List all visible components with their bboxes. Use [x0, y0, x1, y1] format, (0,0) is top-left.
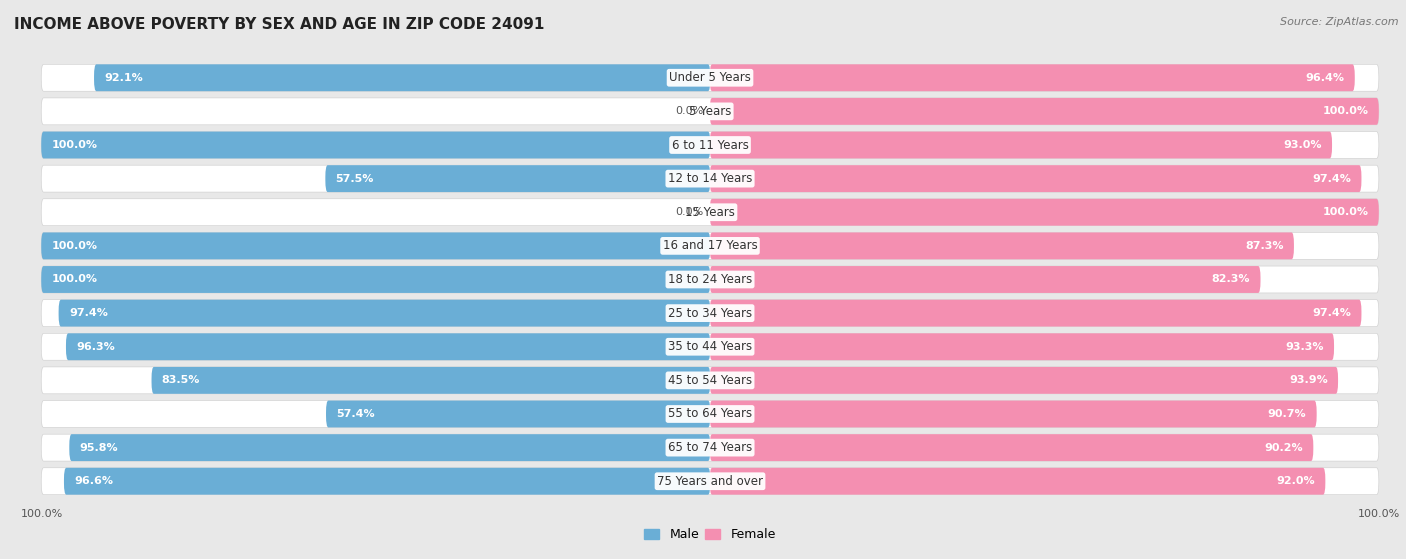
FancyBboxPatch shape — [69, 434, 710, 461]
FancyBboxPatch shape — [710, 131, 1331, 158]
Legend: Male, Female: Male, Female — [640, 523, 780, 546]
FancyBboxPatch shape — [63, 468, 710, 495]
Text: Under 5 Years: Under 5 Years — [669, 71, 751, 84]
FancyBboxPatch shape — [710, 401, 1316, 428]
Text: 15 Years: 15 Years — [685, 206, 735, 219]
FancyBboxPatch shape — [41, 233, 1379, 259]
FancyBboxPatch shape — [41, 434, 1379, 461]
Text: 93.9%: 93.9% — [1289, 376, 1327, 385]
Text: 75 Years and over: 75 Years and over — [657, 475, 763, 488]
FancyBboxPatch shape — [41, 233, 710, 259]
Text: 96.3%: 96.3% — [76, 342, 115, 352]
Text: 25 to 34 Years: 25 to 34 Years — [668, 307, 752, 320]
Text: 18 to 24 Years: 18 to 24 Years — [668, 273, 752, 286]
FancyBboxPatch shape — [41, 131, 1379, 158]
Text: 96.4%: 96.4% — [1306, 73, 1344, 83]
Text: 100.0%: 100.0% — [52, 274, 97, 285]
Text: 92.1%: 92.1% — [104, 73, 143, 83]
FancyBboxPatch shape — [710, 333, 1334, 360]
Text: 16 and 17 Years: 16 and 17 Years — [662, 239, 758, 252]
FancyBboxPatch shape — [152, 367, 710, 394]
FancyBboxPatch shape — [41, 333, 1379, 360]
FancyBboxPatch shape — [66, 333, 710, 360]
Text: 97.4%: 97.4% — [1312, 308, 1351, 318]
FancyBboxPatch shape — [710, 468, 1326, 495]
Text: 90.2%: 90.2% — [1264, 443, 1303, 453]
FancyBboxPatch shape — [325, 165, 710, 192]
FancyBboxPatch shape — [41, 199, 1379, 226]
Text: 12 to 14 Years: 12 to 14 Years — [668, 172, 752, 185]
Text: 57.5%: 57.5% — [336, 174, 374, 183]
FancyBboxPatch shape — [94, 64, 710, 91]
FancyBboxPatch shape — [41, 401, 1379, 428]
FancyBboxPatch shape — [41, 300, 1379, 326]
Text: 57.4%: 57.4% — [336, 409, 375, 419]
FancyBboxPatch shape — [710, 367, 1339, 394]
FancyBboxPatch shape — [710, 165, 1361, 192]
Text: 0.0%: 0.0% — [675, 207, 703, 217]
Text: 97.4%: 97.4% — [1312, 174, 1351, 183]
FancyBboxPatch shape — [710, 300, 1361, 326]
FancyBboxPatch shape — [59, 300, 710, 326]
Text: Source: ZipAtlas.com: Source: ZipAtlas.com — [1281, 17, 1399, 27]
Text: 100.0%: 100.0% — [52, 140, 97, 150]
FancyBboxPatch shape — [41, 64, 1379, 91]
Text: 95.8%: 95.8% — [80, 443, 118, 453]
FancyBboxPatch shape — [41, 367, 1379, 394]
Text: 87.3%: 87.3% — [1246, 241, 1284, 251]
Text: 100.0%: 100.0% — [1323, 106, 1368, 116]
FancyBboxPatch shape — [41, 266, 1379, 293]
FancyBboxPatch shape — [41, 165, 1379, 192]
Text: 35 to 44 Years: 35 to 44 Years — [668, 340, 752, 353]
Text: 92.0%: 92.0% — [1277, 476, 1315, 486]
FancyBboxPatch shape — [710, 98, 1379, 125]
Text: 6 to 11 Years: 6 to 11 Years — [672, 139, 748, 151]
Text: 83.5%: 83.5% — [162, 376, 200, 385]
Text: 82.3%: 82.3% — [1212, 274, 1250, 285]
Text: INCOME ABOVE POVERTY BY SEX AND AGE IN ZIP CODE 24091: INCOME ABOVE POVERTY BY SEX AND AGE IN Z… — [14, 17, 544, 32]
Text: 55 to 64 Years: 55 to 64 Years — [668, 408, 752, 420]
FancyBboxPatch shape — [326, 401, 710, 428]
Text: 96.6%: 96.6% — [75, 476, 114, 486]
Text: 65 to 74 Years: 65 to 74 Years — [668, 441, 752, 454]
FancyBboxPatch shape — [710, 233, 1294, 259]
FancyBboxPatch shape — [41, 266, 710, 293]
Text: 90.7%: 90.7% — [1268, 409, 1306, 419]
FancyBboxPatch shape — [41, 468, 1379, 495]
Text: 93.0%: 93.0% — [1284, 140, 1322, 150]
FancyBboxPatch shape — [710, 199, 1379, 226]
Text: 100.0%: 100.0% — [52, 241, 97, 251]
Text: 100.0%: 100.0% — [1323, 207, 1368, 217]
FancyBboxPatch shape — [710, 64, 1355, 91]
Text: 45 to 54 Years: 45 to 54 Years — [668, 374, 752, 387]
FancyBboxPatch shape — [41, 131, 710, 158]
Text: 97.4%: 97.4% — [69, 308, 108, 318]
FancyBboxPatch shape — [710, 434, 1313, 461]
Text: 93.3%: 93.3% — [1285, 342, 1324, 352]
Text: 5 Years: 5 Years — [689, 105, 731, 118]
Text: 0.0%: 0.0% — [675, 106, 703, 116]
FancyBboxPatch shape — [710, 266, 1261, 293]
FancyBboxPatch shape — [41, 98, 1379, 125]
